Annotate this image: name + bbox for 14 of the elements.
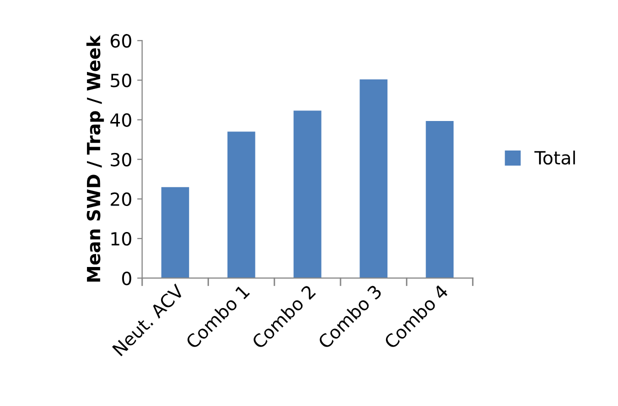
bar [426,120,454,278]
bar [161,187,190,278]
y-tick-label: 10 [111,232,132,246]
bar [360,79,388,278]
y-tick-label: 30 [110,152,132,166]
legend-label: Total [534,150,575,165]
y-tick-label: 40 [110,113,132,127]
y-tick-label: 0 [122,272,132,286]
bar [227,132,256,278]
y-tick-label: 60 [110,34,132,48]
y-tick-label: 20 [110,192,132,206]
y-tick-label: 50 [110,74,132,88]
bar [294,110,322,278]
y-axis-title: Mean SWD / Trap / Week [86,35,104,282]
